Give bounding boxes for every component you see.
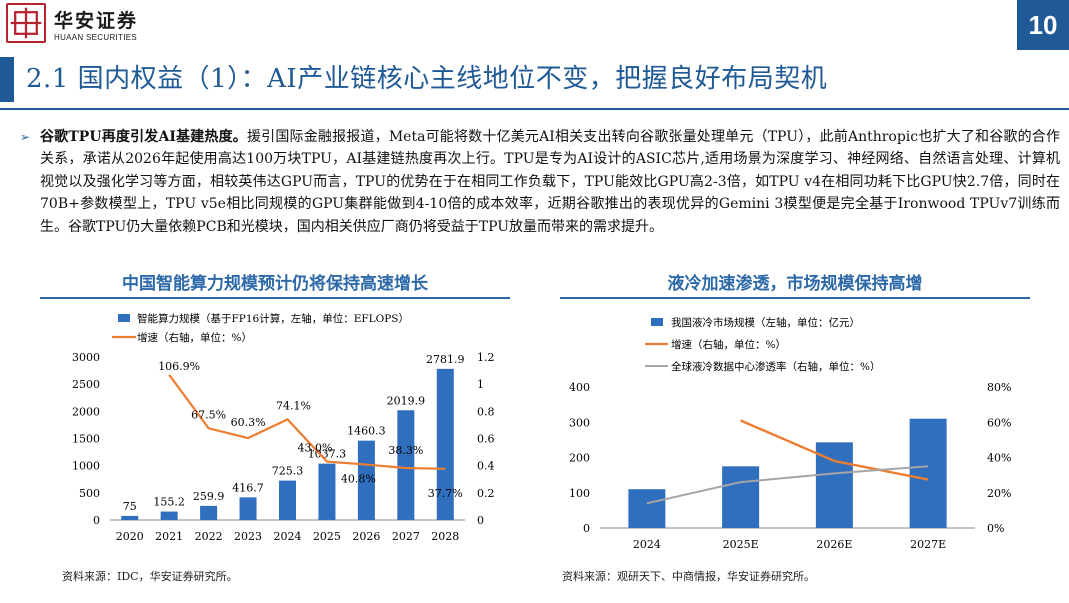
bullet-body: 援引国际金融报报道，Meta可能将数十亿美元AI相关支出转向谷歌张量处理单元（T… bbox=[40, 129, 1060, 235]
bar-value-label: 259.9 bbox=[193, 490, 225, 503]
y-right-tick-label: 0.2 bbox=[477, 487, 495, 500]
y-left-tick-label: 1000 bbox=[72, 460, 100, 473]
bar-value-label: 416.7 bbox=[232, 481, 264, 494]
y-right-tick-label: 1.2 bbox=[477, 351, 495, 364]
y-right-tick-label: 40% bbox=[987, 452, 1011, 465]
y-right-tick-label: 1 bbox=[477, 378, 484, 391]
line-value-label: 60.3% bbox=[231, 416, 266, 429]
x-tick-label: 2026 bbox=[352, 530, 380, 543]
y-right-tick-label: 0 bbox=[477, 514, 484, 527]
legend-label-bar: 我国液冷市场规模（左轴，单位：亿元） bbox=[671, 316, 860, 329]
x-tick-label: 2027 bbox=[392, 530, 420, 543]
y-left-tick-label: 2500 bbox=[72, 378, 100, 391]
bar bbox=[909, 418, 947, 528]
y-left-tick-label: 3000 bbox=[72, 351, 100, 364]
bar bbox=[200, 505, 218, 520]
bar bbox=[722, 466, 760, 528]
x-tick-label: 2027E bbox=[910, 538, 946, 551]
bullet-heading: 谷歌TPU再度引发AI基建热度。 bbox=[40, 129, 247, 145]
bar bbox=[239, 497, 257, 520]
y-left-tick-label: 0 bbox=[93, 514, 100, 527]
bar-value-label: 1460.3 bbox=[347, 425, 386, 438]
bar-value-label: 2781.9 bbox=[426, 353, 465, 366]
chart-title-rule-right bbox=[560, 297, 1030, 299]
bullet-paragraph: ➢ 谷歌TPU再度引发AI基建热度。援引国际金融报报道，Meta可能将数十亿美元… bbox=[20, 126, 1060, 238]
y-left-tick-label: 1500 bbox=[72, 433, 100, 446]
x-tick-label: 2026E bbox=[816, 538, 852, 551]
y-right-tick-label: 60% bbox=[987, 416, 1011, 429]
y-right-tick-label: 0.6 bbox=[477, 433, 495, 446]
y-left-tick-label: 200 bbox=[569, 452, 590, 465]
legend-swatch-bar bbox=[118, 314, 130, 322]
x-tick-label: 2024 bbox=[274, 530, 302, 543]
bar bbox=[160, 511, 178, 520]
logo-text-en: HUAAN SECURITIES bbox=[54, 33, 138, 42]
y-left-tick-label: 0 bbox=[583, 522, 590, 535]
chart-title-rule-left bbox=[40, 297, 510, 299]
bar-value-label: 75 bbox=[123, 500, 137, 513]
bar-value-label: 2019.9 bbox=[387, 394, 426, 407]
bar bbox=[436, 368, 454, 520]
legend-label-bar: 智能算力规模（基于FP16计算，左轴，单位：EFLOPS） bbox=[137, 312, 409, 325]
growth-line bbox=[740, 419, 929, 481]
title-divider bbox=[0, 108, 1069, 110]
line-value-label: 67.5% bbox=[191, 408, 226, 421]
title-accent-bar bbox=[0, 57, 14, 102]
y-left-tick-label: 500 bbox=[79, 487, 100, 500]
line-value-label: 74.1% bbox=[276, 399, 311, 412]
x-tick-label: 2023 bbox=[234, 530, 262, 543]
x-tick-label: 2025 bbox=[313, 530, 341, 543]
x-tick-label: 2024 bbox=[633, 538, 661, 551]
bar bbox=[397, 410, 415, 520]
x-tick-label: 2022 bbox=[195, 530, 223, 543]
y-left-tick-label: 2000 bbox=[72, 405, 100, 418]
penetration-line bbox=[646, 465, 929, 505]
logo-seal-icon bbox=[6, 3, 46, 43]
y-right-tick-label: 0% bbox=[987, 522, 1004, 535]
line-value-label: 40.8% bbox=[341, 473, 376, 486]
logo-text-cn: 华安证券 bbox=[54, 10, 139, 32]
x-tick-label: 2025E bbox=[723, 538, 759, 551]
bar bbox=[628, 489, 666, 528]
bar bbox=[318, 463, 336, 520]
legend-label-growth: 增速（右轴，单位：%） bbox=[671, 338, 786, 351]
chart-title-left: 中国智能算力规模预计仍将保持高速增长 bbox=[122, 274, 428, 294]
legend-label-penetration: 全球液冷数据中心渗透率（右轴，单位：%） bbox=[671, 360, 880, 373]
y-right-tick-label: 0.8 bbox=[477, 405, 495, 418]
company-logo: 华安证券 HUAAN SECURITIES bbox=[6, 3, 156, 47]
line-value-label: 38.3% bbox=[388, 444, 423, 457]
line-value-label: 37.7% bbox=[428, 487, 463, 500]
y-right-tick-label: 20% bbox=[987, 487, 1011, 500]
bar-value-label: 725.3 bbox=[272, 465, 304, 478]
page-title: 2.1 国内权益（1）：AI产业链核心主线地位不变，把握良好布局契机 bbox=[26, 64, 828, 94]
line-value-label: 43.0% bbox=[297, 442, 332, 455]
y-right-tick-label: 80% bbox=[987, 381, 1011, 394]
bullet-text: 谷歌TPU再度引发AI基建热度。援引国际金融报报道，Meta可能将数十亿美元AI… bbox=[40, 126, 1060, 238]
bar bbox=[357, 440, 375, 520]
bullet-arrow-icon: ➢ bbox=[20, 130, 31, 144]
source-note-left: 资料来源：IDC，华安证券研究所。 bbox=[62, 570, 238, 583]
chart-title-right: 液冷加速渗透，市场规模保持高增 bbox=[667, 274, 923, 294]
source-note-right: 资料来源：观研天下、中商情报，华安证券研究所。 bbox=[562, 570, 815, 583]
bar bbox=[279, 480, 296, 520]
bar bbox=[121, 515, 139, 520]
y-left-tick-label: 100 bbox=[569, 487, 590, 500]
growth-line bbox=[168, 374, 446, 470]
y-right-tick-label: 0.4 bbox=[477, 460, 495, 473]
legend-swatch-bar bbox=[651, 318, 663, 326]
y-left-tick-label: 400 bbox=[569, 381, 590, 394]
bar-value-label: 155.2 bbox=[153, 496, 185, 509]
x-tick-label: 2028 bbox=[431, 530, 459, 543]
x-tick-label: 2021 bbox=[155, 530, 183, 543]
x-tick-label: 2020 bbox=[116, 530, 144, 543]
page-number: 10 bbox=[1017, 0, 1069, 50]
line-value-label: 106.9% bbox=[158, 360, 200, 373]
y-left-tick-label: 300 bbox=[569, 416, 590, 429]
legend-label-line: 增速（右轴，单位：%） bbox=[137, 331, 252, 344]
